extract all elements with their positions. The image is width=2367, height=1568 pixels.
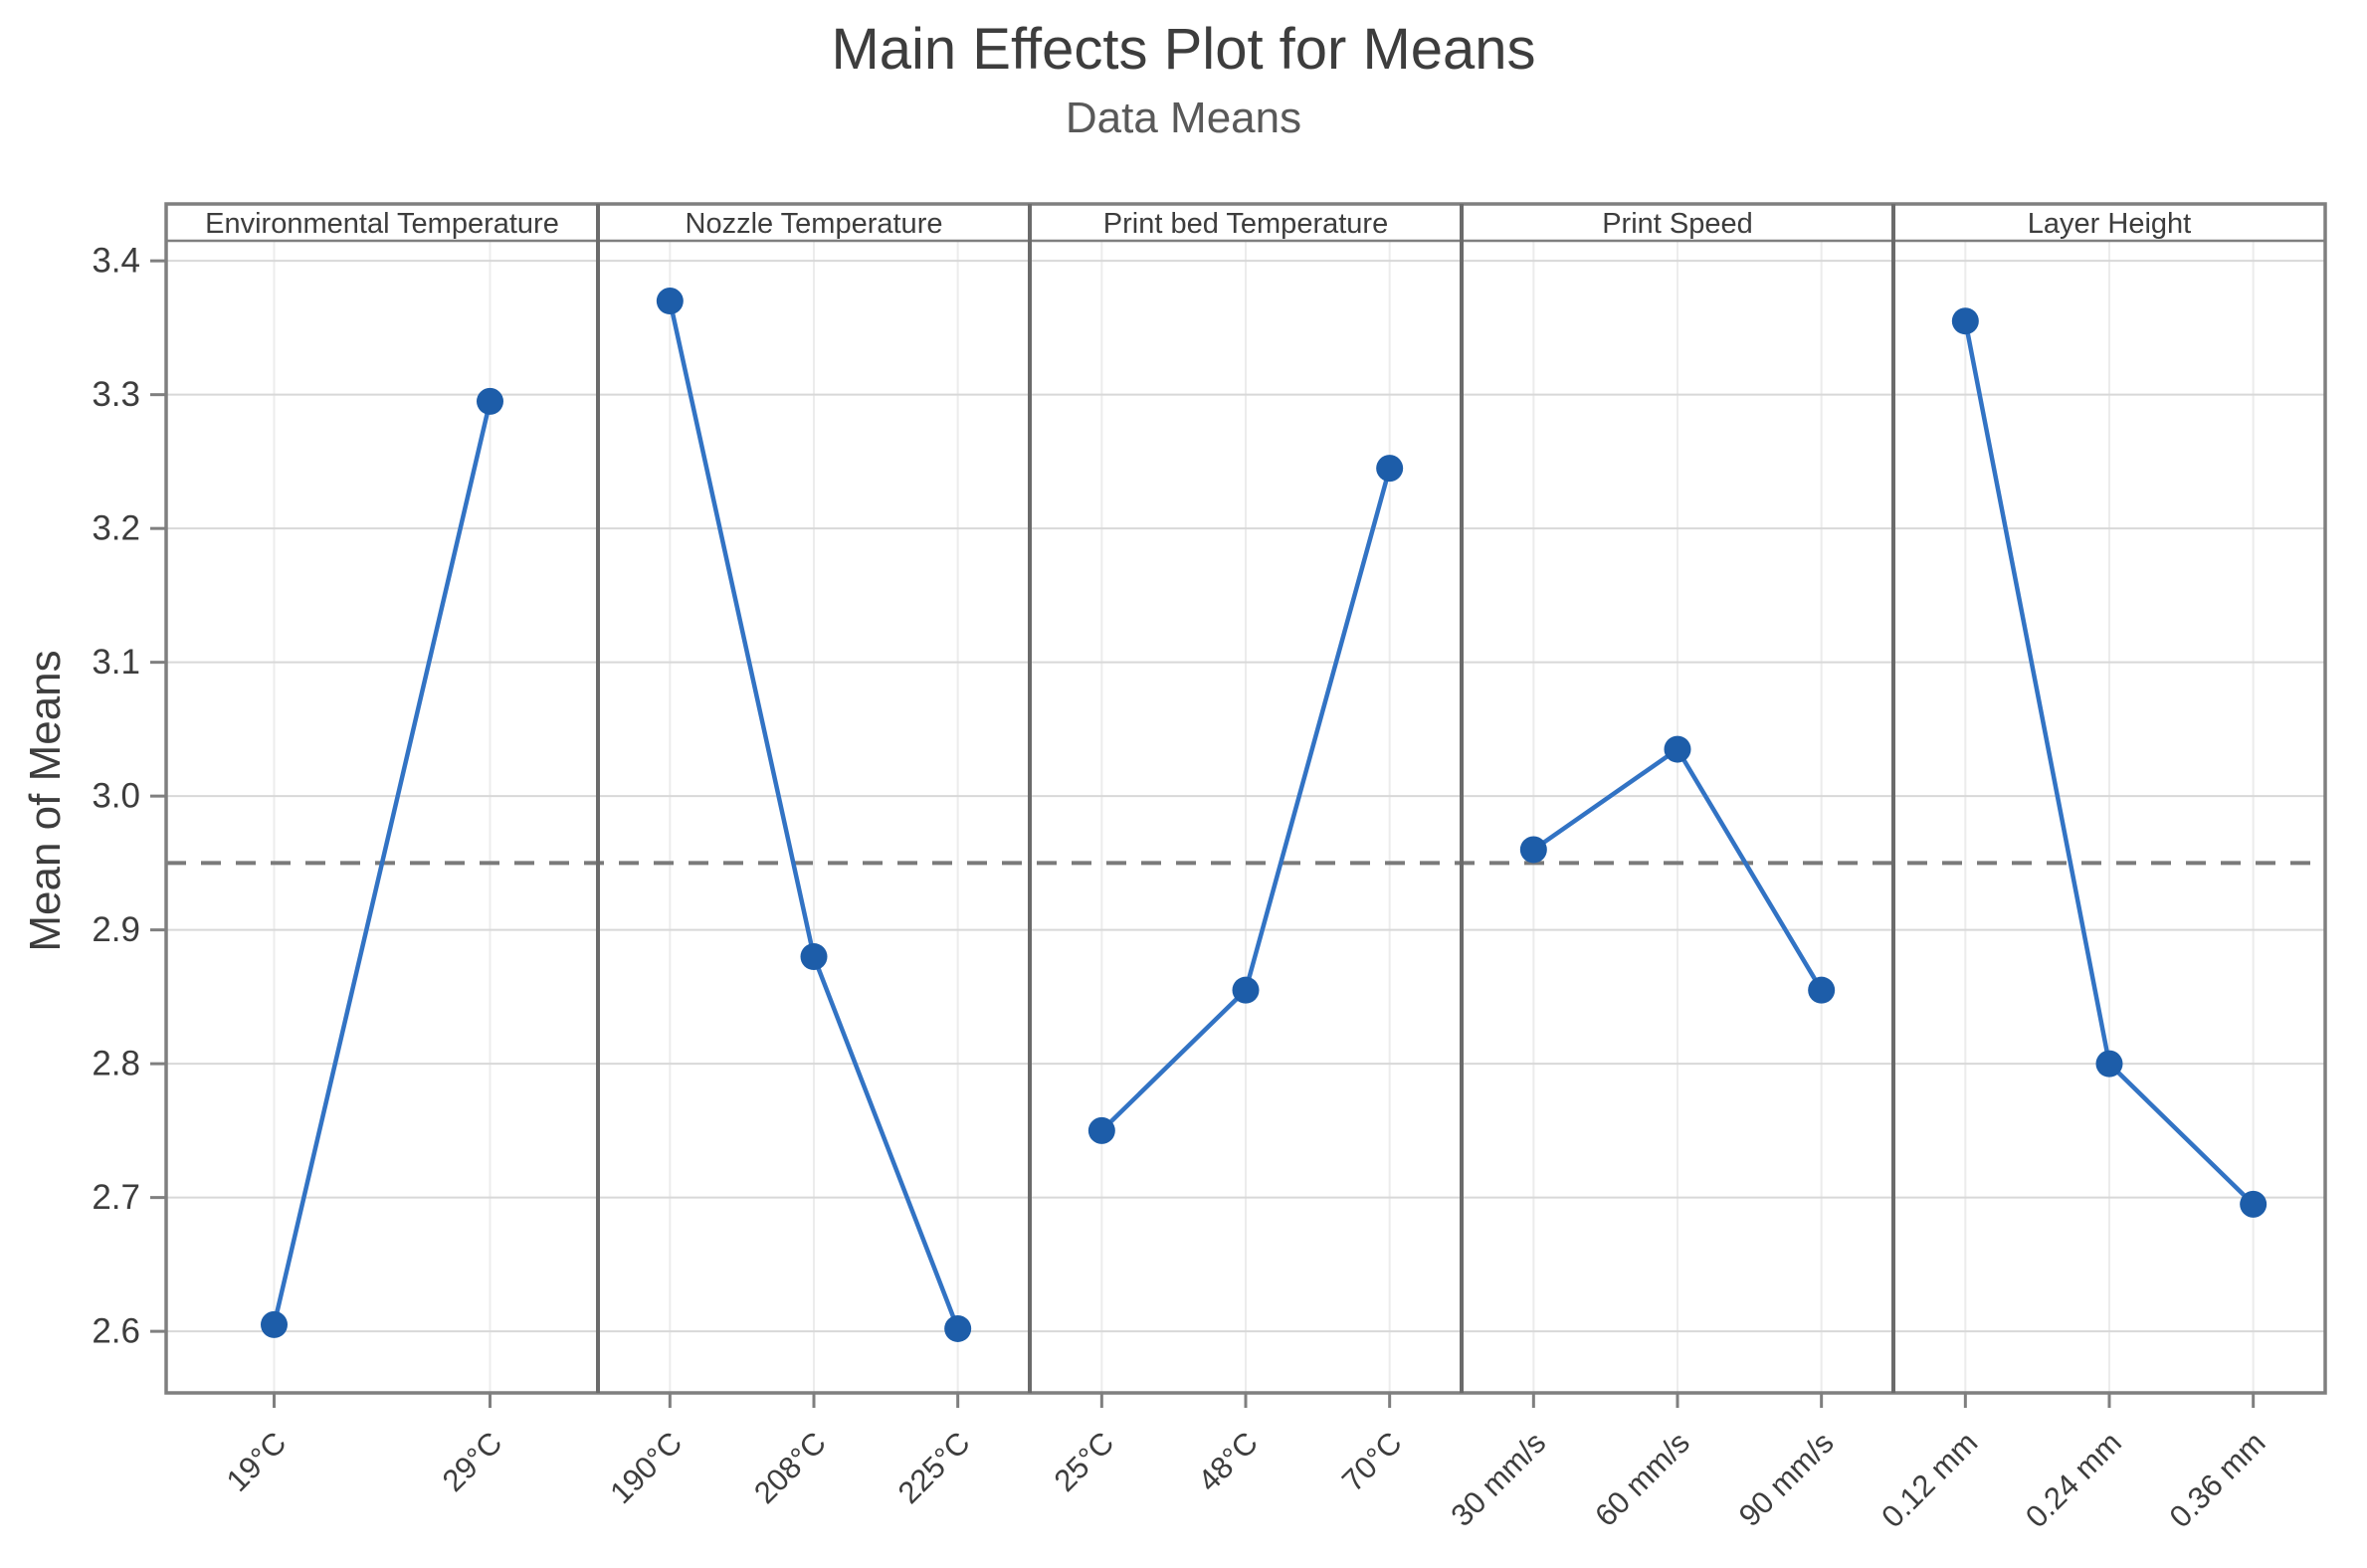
x-tick-label: 0.12 mm [1874, 1425, 1984, 1534]
x-tick-label: 29°C [436, 1425, 509, 1498]
data-point [944, 1314, 972, 1342]
y-tick-label: 3.2 [92, 509, 140, 548]
panel-header: Print Speed [1602, 208, 1753, 240]
x-tick-label: 48°C [1191, 1425, 1265, 1498]
x-tick-label: 60 mm/s [1588, 1425, 1696, 1533]
data-point [800, 943, 828, 971]
chart-title: Main Effects Plot for Means [831, 17, 1536, 82]
x-tick-label: 0.36 mm [2163, 1425, 2272, 1534]
data-point [2240, 1190, 2268, 1218]
chart-subtitle: Data Means [1065, 94, 1302, 142]
data-point [1664, 735, 1691, 763]
x-tick-label: 30 mm/s [1444, 1425, 1552, 1533]
x-tick-label: 190°C [603, 1425, 689, 1510]
data-point [656, 288, 684, 315]
y-tick-label: 2.9 [92, 910, 140, 949]
panel-header: Layer Height [2028, 208, 2191, 240]
y-tick-label: 3.4 [92, 242, 140, 281]
x-tick-label: 70°C [1335, 1425, 1409, 1498]
data-point [1808, 976, 1836, 1004]
y-tick-label: 3.1 [92, 643, 140, 682]
y-tick-label: 3.3 [92, 375, 140, 414]
panel-header: Environmental Temperature [205, 208, 559, 240]
y-tick-label: 2.8 [92, 1045, 140, 1083]
data-point [477, 387, 503, 415]
series-line [272, 400, 493, 1325]
y-tick-label: 2.6 [92, 1312, 140, 1351]
x-tick-label: 19°C [220, 1425, 294, 1498]
data-point [1087, 1116, 1115, 1144]
y-tick-label: 2.7 [92, 1178, 140, 1217]
y-tick-label: 3.0 [92, 777, 140, 816]
data-point [1519, 836, 1547, 864]
x-tick-label: 25°C [1048, 1425, 1121, 1498]
panel-header: Nozzle Temperature [686, 208, 943, 240]
x-tick-label: 0.24 mm [2019, 1425, 2128, 1534]
x-tick-label: 225°C [891, 1425, 977, 1510]
data-point [1232, 976, 1260, 1004]
x-tick-label: 208°C [747, 1425, 833, 1510]
panel-header: Print bed Temperature [1103, 208, 1388, 240]
data-point [1951, 307, 1979, 335]
data-point [261, 1310, 288, 1338]
data-point [1376, 455, 1404, 483]
x-tick-label: 90 mm/s [1732, 1425, 1841, 1533]
data-point [2095, 1050, 2123, 1078]
